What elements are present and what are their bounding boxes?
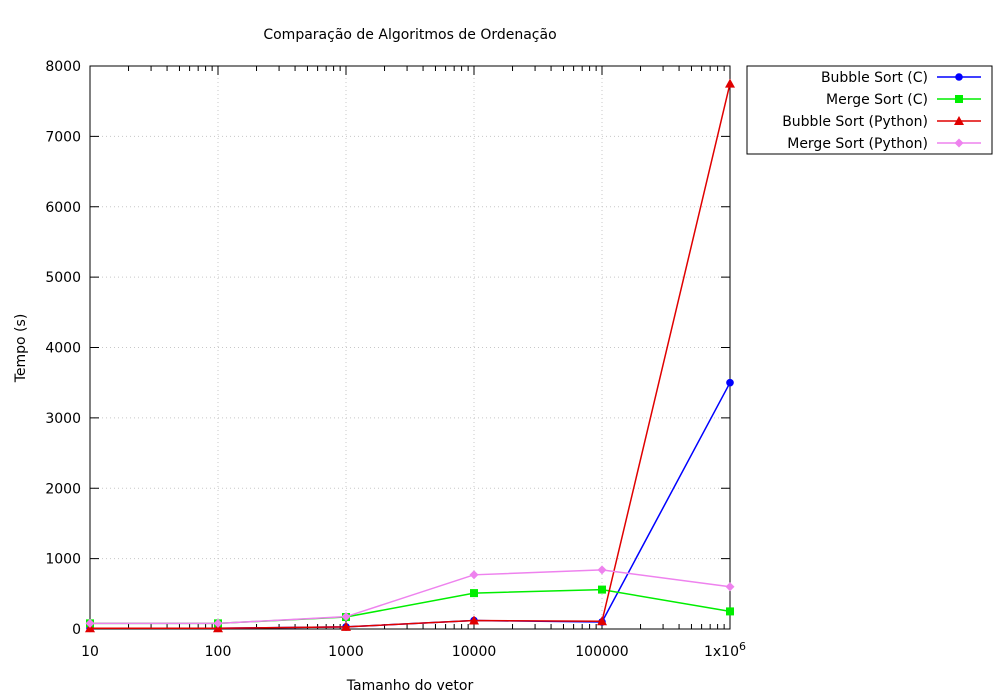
data-point-square <box>598 585 606 594</box>
y-tick-label: 5000 <box>45 270 81 286</box>
series-bubble-sort-python <box>85 78 735 633</box>
x-tick-label: 10 <box>81 644 99 660</box>
data-point-circle <box>726 378 734 387</box>
data-point-square <box>955 95 963 103</box>
grid-lines <box>90 66 730 629</box>
data-point-diamond <box>954 138 964 148</box>
plot-frame <box>89 65 731 630</box>
data-point-diamond <box>725 582 735 592</box>
y-tick-label: 1000 <box>45 552 81 568</box>
tick-labels: 10 100 1000 10000 100000 1x106 0 1000 2000 3000 40… <box>45 59 746 660</box>
data-point-circle <box>955 73 963 81</box>
data-point-triangle <box>954 116 964 125</box>
legend-label: Merge Sort (Python) <box>787 136 928 152</box>
y-tick-label: 3000 <box>45 411 81 427</box>
series-merge-sort-python <box>85 565 735 628</box>
series-line <box>90 569 731 625</box>
chart-title: Comparação de Algoritmos de Ordenação <box>263 27 556 43</box>
y-tick-label: 6000 <box>45 200 81 216</box>
x-tick-label: 100000 <box>575 644 628 660</box>
x-tick-label: 10000 <box>452 644 497 660</box>
data-point-triangle <box>597 616 607 626</box>
data-point-diamond <box>469 570 479 580</box>
data-point-triangle <box>725 78 735 88</box>
data-point-square <box>726 607 734 616</box>
data-point-triangle <box>469 615 479 625</box>
y-tick-label: 4000 <box>45 341 81 357</box>
data-point-diamond <box>213 618 223 628</box>
legend-box <box>746 65 993 155</box>
y-tick-label: 2000 <box>45 481 81 497</box>
x-axis-title: Tamanho do vetor <box>346 678 474 694</box>
y-axis-title: Tempo (s) <box>13 314 29 384</box>
series-merge-sort-c <box>86 585 734 628</box>
series-group <box>85 78 735 633</box>
series-line <box>90 382 731 630</box>
series-line <box>90 588 731 625</box>
x-tick-label: 1000 <box>328 644 364 660</box>
y-tick-label: 8000 <box>45 59 81 75</box>
legend-label: Bubble Sort (Python) <box>782 114 928 130</box>
x-tick-label: 1x106 <box>704 640 746 660</box>
x-tick-superscript: 6 <box>739 640 746 653</box>
data-point-diamond <box>341 612 351 622</box>
y-tick-label: 7000 <box>45 129 81 145</box>
legend: Bubble Sort (C) Merge Sort (C) Bubble Sort… <box>746 65 993 155</box>
legend-label: Merge Sort (C) <box>826 92 928 108</box>
data-point-square <box>470 589 478 598</box>
data-point-diamond <box>597 565 607 575</box>
data-point-triangle <box>341 621 351 631</box>
series-line <box>90 83 731 630</box>
legend-label: Bubble Sort (C) <box>821 70 928 86</box>
y-tick-label: 0 <box>72 622 81 638</box>
data-point-diamond <box>85 618 95 628</box>
series-bubble-sort-c <box>86 378 734 633</box>
x-tick-label: 100 <box>205 644 232 660</box>
